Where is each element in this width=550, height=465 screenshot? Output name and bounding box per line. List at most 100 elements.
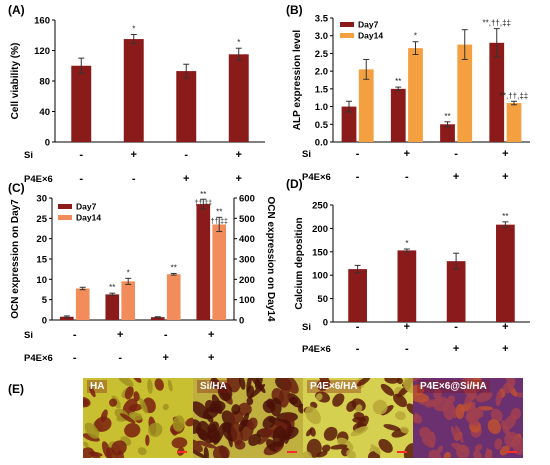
micrograph-image (83, 378, 193, 458)
bar (166, 274, 181, 320)
y-tick-label: 30 (36, 194, 47, 205)
texture-blob (413, 378, 424, 382)
texture-blob (436, 445, 444, 454)
y-tick-label: 0.5 (315, 120, 329, 131)
y-tick-label: 3.0 (315, 31, 328, 42)
texture-blob (455, 425, 464, 444)
texture-blob (83, 433, 100, 442)
texture-blob (395, 411, 406, 420)
texture-blob (88, 451, 103, 457)
texture-blob (231, 404, 241, 415)
bar (150, 317, 165, 320)
y-tick-label: 150 (312, 247, 328, 258)
texture-blob (83, 441, 89, 448)
y-tick-label: 2.0 (315, 67, 328, 78)
bar (496, 224, 515, 322)
texture-blob (171, 437, 188, 449)
y-tick-label: 100 (312, 271, 328, 282)
treatment-sign: + (236, 173, 242, 185)
y-tick-label: 10 (36, 275, 47, 286)
treatment-sign: - (356, 171, 360, 183)
treatment-sign: - (73, 329, 77, 341)
texture-blob (257, 434, 270, 445)
significance-label: ** (444, 112, 450, 121)
texture-blob (413, 384, 424, 396)
texture-blob (495, 390, 503, 407)
treatment-sign: - (164, 329, 168, 341)
treatment-sign: + (502, 171, 508, 183)
y-tick-label: 50 (317, 294, 328, 305)
treatment-sign: - (79, 149, 83, 161)
legend-swatch (340, 33, 354, 38)
y-axis-label: Calcium deposition (294, 217, 305, 309)
row-label-p4e: P4E×6 (24, 353, 53, 364)
treatment-sign: - (454, 321, 458, 333)
y-tick-label: 80 (39, 77, 50, 88)
texture-blob (193, 439, 203, 453)
bar (196, 204, 211, 320)
texture-blob (89, 386, 96, 398)
bar (390, 88, 406, 142)
y-right-tick-label: 300 (239, 255, 255, 266)
texture-blob (378, 438, 393, 453)
texture-blob (477, 406, 494, 411)
texture-blob (249, 383, 266, 399)
bar (105, 294, 120, 320)
y-tick-label: 25 (36, 214, 47, 225)
micrograph-label: P4E×6/HA (307, 380, 361, 393)
texture-blob (193, 419, 202, 434)
significance-label: * (237, 38, 240, 47)
bar (489, 42, 505, 142)
texture-blob (450, 426, 459, 442)
texture-blob (383, 424, 401, 431)
texture-blob (206, 414, 214, 423)
texture-blob (193, 401, 209, 419)
texture-blob (323, 426, 338, 441)
texture-blob (318, 378, 331, 387)
texture-blob (281, 378, 299, 394)
treatment-sign: - (73, 352, 77, 364)
texture-blob (372, 399, 388, 415)
micrograph-si-ha: Si/HA (193, 378, 303, 458)
texture-blob (246, 378, 252, 394)
treatment-sign: + (502, 321, 508, 333)
row-label-si: Si (24, 330, 33, 341)
significance-label: **,††,‡‡ (500, 91, 528, 100)
bar (341, 106, 357, 142)
texture-blob (270, 397, 282, 417)
texture-blob (484, 449, 493, 458)
micrograph-p4e-si-ha: P4E×6@Si/HA (413, 378, 523, 458)
texture-blob (356, 378, 371, 387)
texture-blob (346, 449, 357, 458)
row-label-si: Si (302, 149, 311, 160)
texture-blob (248, 433, 262, 446)
significance-label: ** (109, 283, 115, 292)
y-tick-label: 250 (312, 201, 328, 212)
significance-label: ** (216, 207, 222, 216)
scale-bar (287, 451, 297, 453)
panel-b: (B) 0.0 0.5 1.0 1.5 2.0 2.5 3.0 3.5 ALP expressio… (286, 3, 530, 183)
treatment-sign: + (502, 148, 508, 160)
texture-blob (332, 393, 345, 407)
micrograph-image (413, 378, 523, 458)
texture-blob (105, 447, 119, 458)
texture-blob (210, 378, 220, 389)
texture-blob (336, 437, 354, 451)
bar (176, 71, 197, 142)
texture-blob (303, 451, 313, 458)
texture-blob (469, 388, 476, 403)
bar (457, 44, 473, 143)
texture-blob (321, 444, 331, 452)
y-tick-label: 40 (39, 107, 50, 118)
texture-blob (124, 386, 134, 400)
texture-blob (465, 414, 479, 426)
texture-blob (217, 382, 233, 402)
texture-blob (298, 403, 303, 414)
treatment-sign: - (356, 343, 360, 355)
bar (446, 261, 466, 322)
bar (358, 69, 374, 142)
texture-blob (83, 447, 95, 458)
bar (75, 288, 90, 320)
treatment-sign: - (405, 343, 409, 355)
y-right-tick-label: 400 (239, 234, 255, 245)
